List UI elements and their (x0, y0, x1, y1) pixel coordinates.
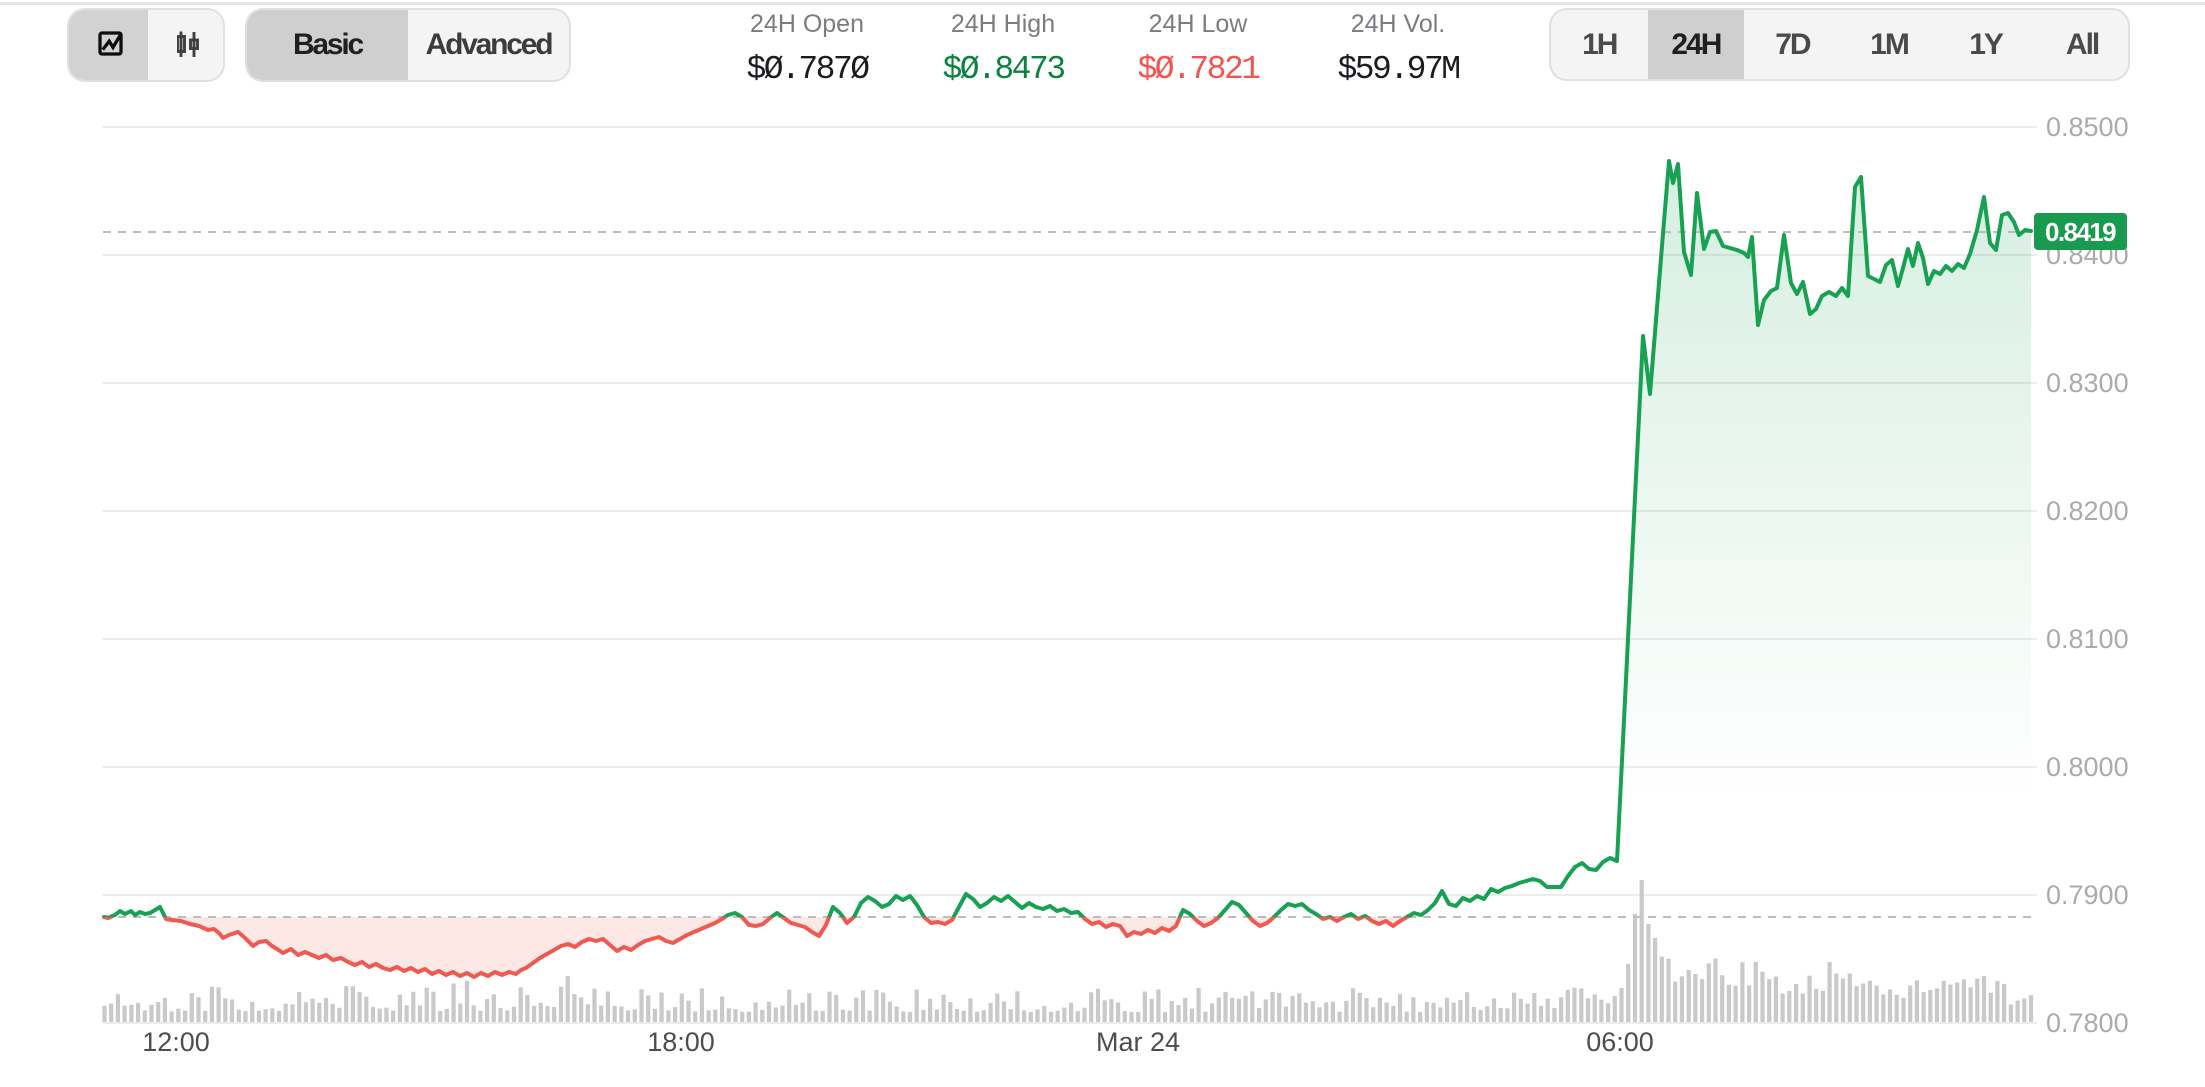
svg-text:0.8100: 0.8100 (2046, 624, 2129, 654)
svg-text:Mar 24: Mar 24 (1096, 1027, 1180, 1057)
svg-text:0.8419: 0.8419 (2045, 217, 2116, 247)
svg-text:0.8000: 0.8000 (2046, 752, 2129, 782)
svg-text:0.7800: 0.7800 (2046, 1008, 2129, 1038)
svg-text:0.7900: 0.7900 (2046, 880, 2129, 910)
svg-text:18:00: 18:00 (647, 1027, 715, 1057)
svg-text:0.8500: 0.8500 (2046, 112, 2129, 142)
svg-text:06:00: 06:00 (1586, 1027, 1654, 1057)
svg-text:12:00: 12:00 (142, 1027, 210, 1057)
svg-text:0.8300: 0.8300 (2046, 368, 2129, 398)
svg-text:0.8200: 0.8200 (2046, 496, 2129, 526)
